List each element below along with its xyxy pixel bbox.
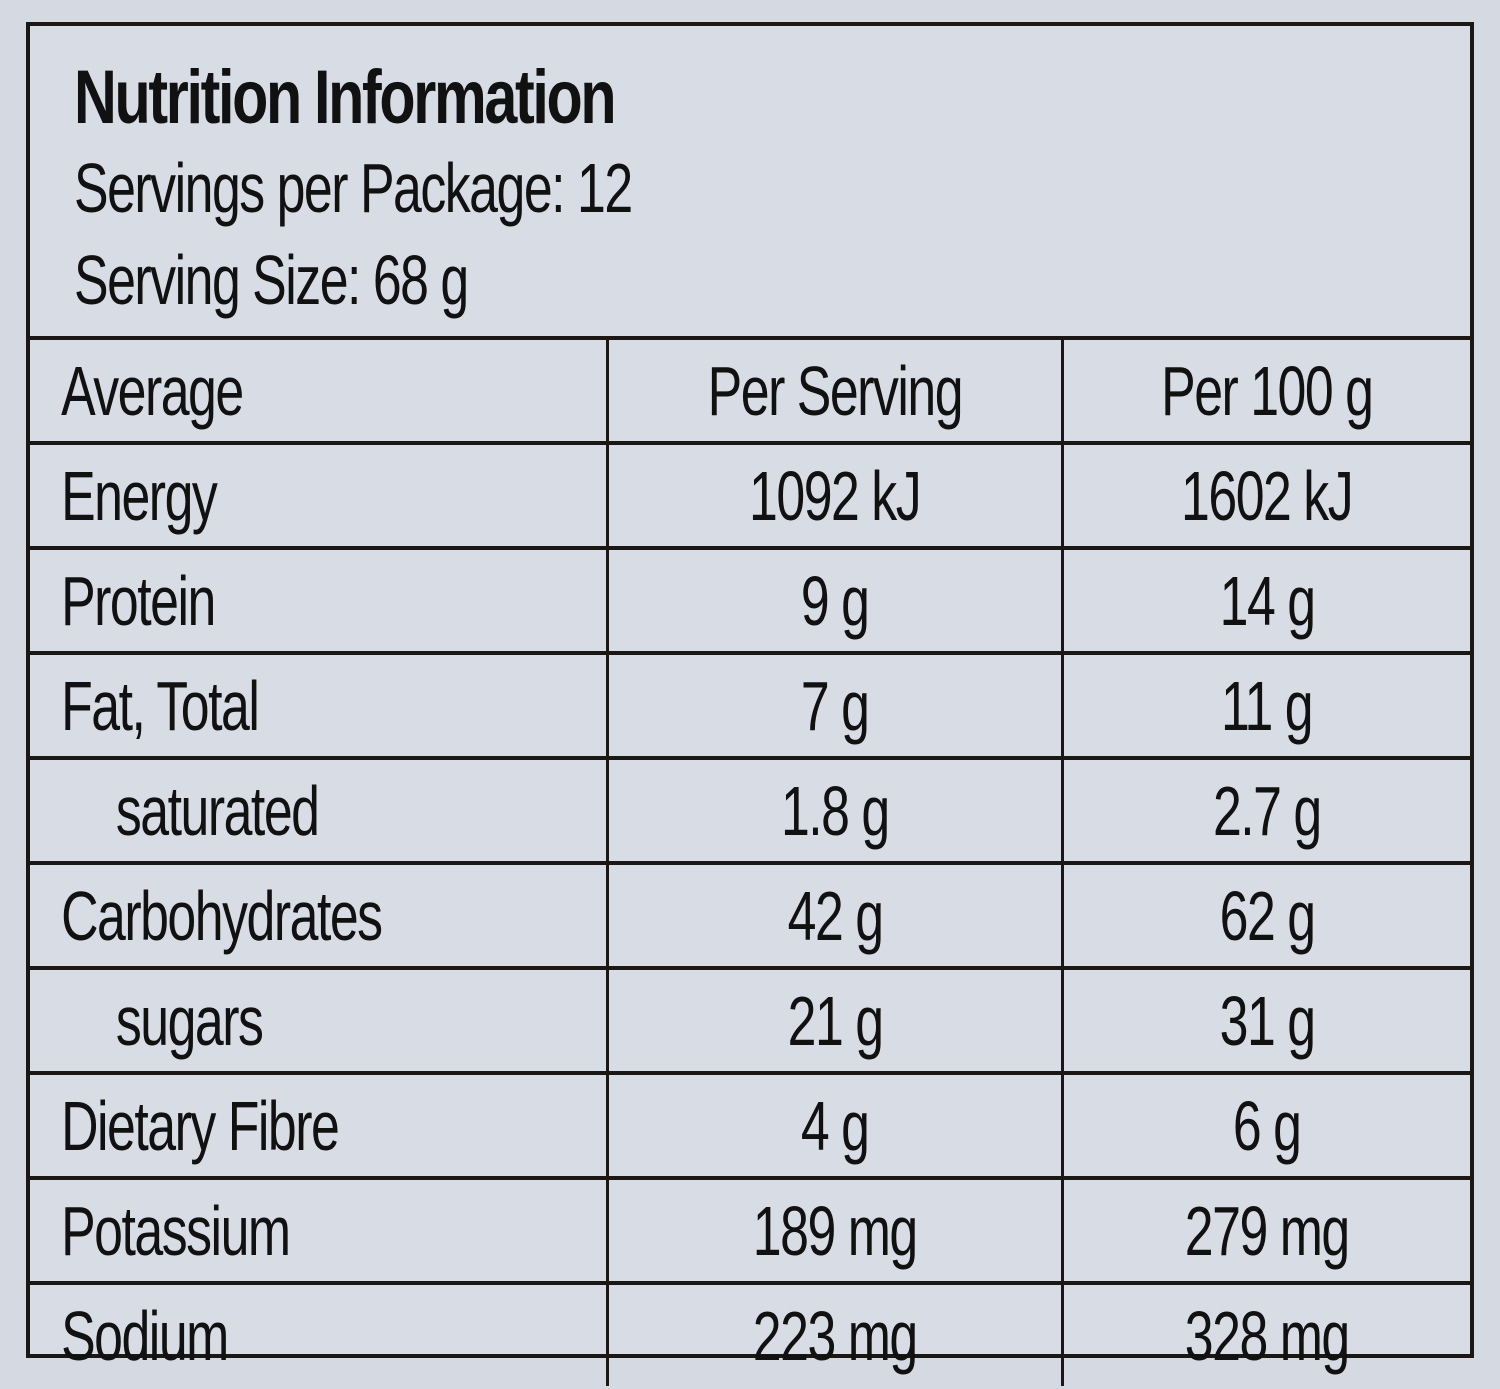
per-serving-value: 7 g	[606, 651, 1063, 758]
nutrient-name: Dietary Fibre	[30, 1071, 608, 1178]
table-row: Sodium 223 mg 328 mg	[30, 1281, 1470, 1386]
column-header-average: Average	[61, 351, 244, 430]
nutrient-name: sugars	[30, 966, 608, 1073]
per-100g-value: 62 g	[1061, 861, 1470, 968]
per-serving-value: 21 g	[606, 966, 1063, 1073]
table-row: Protein 9 g 14 g	[30, 546, 1470, 653]
servings-per-package: Servings per Package: 12	[74, 149, 633, 227]
serving-size: Serving Size: 68 g	[74, 241, 469, 319]
table-row: saturated 1.8 g 2.7 g	[30, 756, 1470, 863]
per-100g-value: 11 g	[1061, 651, 1470, 758]
table-row: Carbohydrates 42 g 62 g	[30, 861, 1470, 968]
per-100g-value: 2.7 g	[1061, 756, 1470, 863]
per-100g-value: 14 g	[1061, 546, 1470, 653]
nutrient-name: Potassium	[30, 1176, 608, 1283]
table-header-row: Average Per Serving Per 100 g	[30, 340, 1470, 443]
per-serving-value: 223 mg	[606, 1281, 1063, 1386]
per-100g-value: 279 mg	[1061, 1176, 1470, 1283]
nutrient-name: Protein	[30, 546, 608, 653]
table-row: Dietary Fibre 4 g 6 g	[30, 1071, 1470, 1178]
per-serving-value: 4 g	[606, 1071, 1063, 1178]
nutrient-name: Sodium	[30, 1281, 608, 1386]
panel-title: Nutrition Information	[74, 55, 617, 140]
per-100g-value: 31 g	[1061, 966, 1470, 1073]
per-serving-value: 42 g	[606, 861, 1063, 968]
per-serving-value: 1092 kJ	[606, 441, 1063, 548]
per-100g-value: 328 mg	[1061, 1281, 1470, 1386]
nutrient-name: Energy	[30, 441, 608, 548]
nutrition-table: Average Per Serving Per 100 g Energy 109…	[30, 340, 1470, 1386]
nutrition-panel: Nutrition Information Servings per Packa…	[26, 22, 1474, 1386]
per-serving-value: 189 mg	[606, 1176, 1063, 1283]
per-serving-value: 9 g	[606, 546, 1063, 653]
table-row: Potassium 189 mg 279 mg	[30, 1176, 1470, 1283]
nutrient-name: Fat, Total	[30, 651, 608, 758]
per-100g-value: 6 g	[1061, 1071, 1470, 1178]
table-row: Fat, Total 7 g 11 g	[30, 651, 1470, 758]
table-row: Energy 1092 kJ 1602 kJ	[30, 441, 1470, 548]
column-header-per-serving: Per Serving	[606, 340, 1063, 443]
per-serving-value: 1.8 g	[606, 756, 1063, 863]
nutrient-name: Carbohydrates	[30, 861, 608, 968]
nutrient-name: saturated	[30, 756, 608, 863]
per-100g-value: 1602 kJ	[1061, 441, 1470, 548]
table-row: sugars 21 g 31 g	[30, 966, 1470, 1073]
nutrition-header: Nutrition Information Servings per Packa…	[30, 26, 1470, 340]
column-header-per-100g: Per 100 g	[1061, 340, 1470, 443]
